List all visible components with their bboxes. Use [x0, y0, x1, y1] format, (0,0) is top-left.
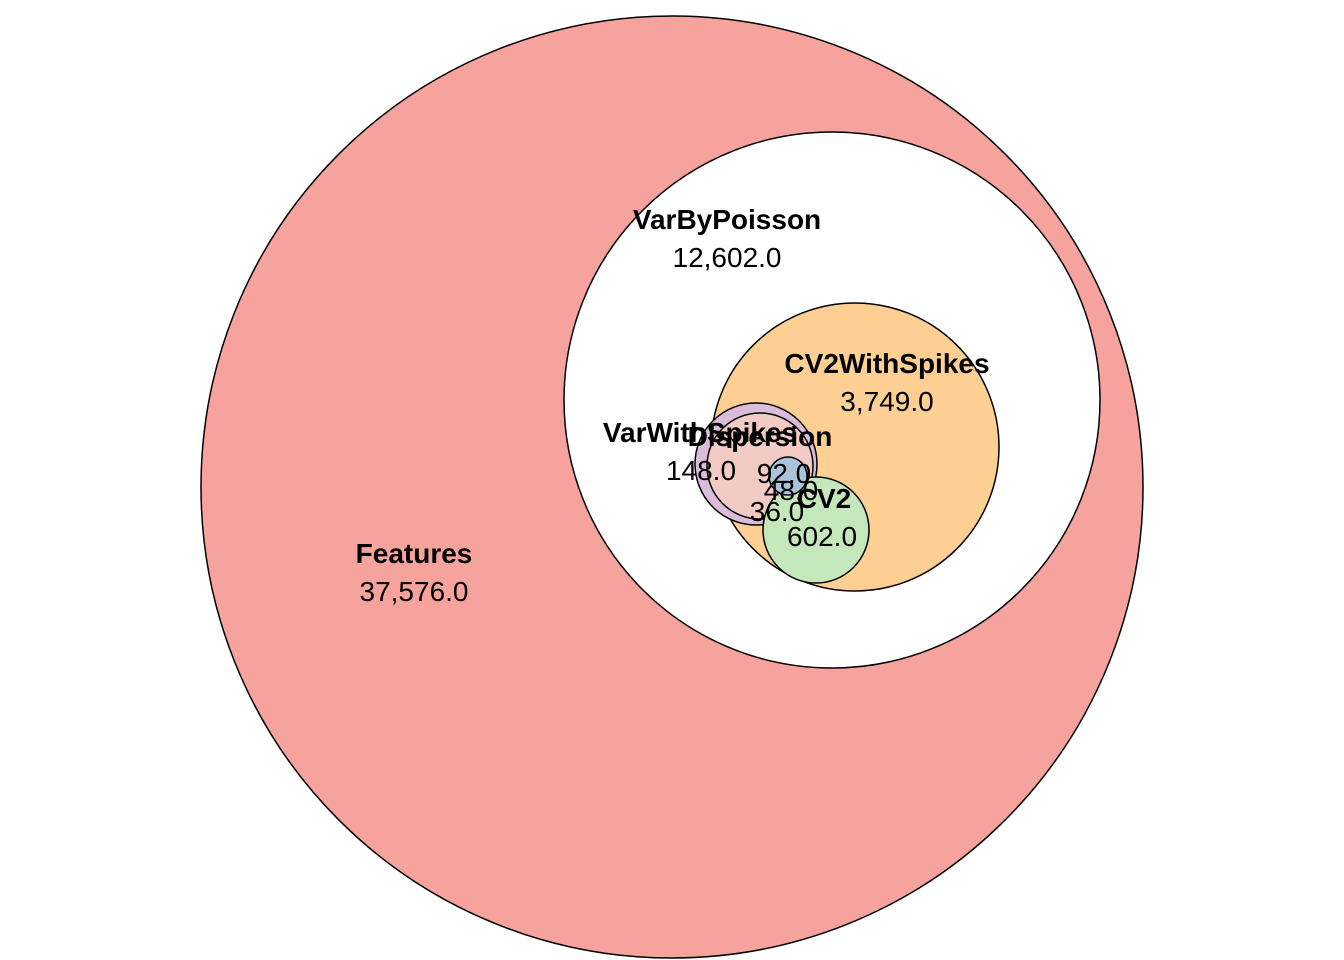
- varbypoisson-label: VarByPoisson: [633, 204, 821, 235]
- cv2-count: 602.0: [787, 521, 857, 552]
- varwithspikes-label: VarWithSpikes: [603, 417, 797, 448]
- features-label: Features: [356, 538, 473, 569]
- overlap-pink-label: Dispersion: [688, 421, 833, 452]
- small-overlap-count: 36.0: [750, 496, 805, 527]
- varbypoisson-count: 12,602.0: [673, 242, 782, 273]
- varwithspikes-count: 148.0: [666, 455, 736, 486]
- cv2-label: CV2: [797, 483, 851, 514]
- cv2withspikes-count: 3,749.0: [840, 386, 933, 417]
- features-count: 37,576.0: [360, 576, 469, 607]
- overlap-blue-count: 48.0: [764, 475, 819, 506]
- cv2withspikes-label: CV2WithSpikes: [784, 348, 989, 379]
- cv2-circle: [762, 476, 870, 584]
- overlap-pink-count: 92.0: [757, 458, 812, 489]
- overlap-blue-circle: [768, 456, 808, 496]
